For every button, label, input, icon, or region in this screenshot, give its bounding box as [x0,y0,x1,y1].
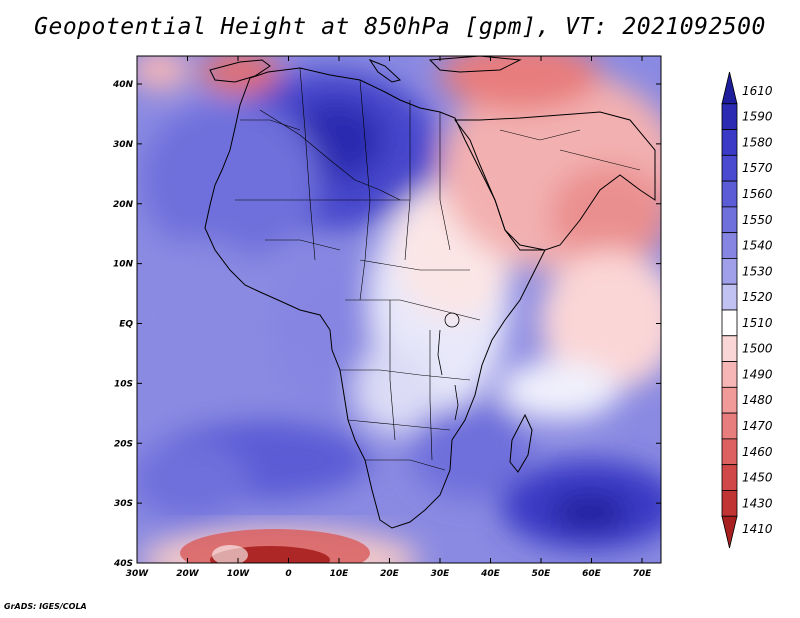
latitude-axis: 40N 30N 20N 10N EQ 10S 20S 30S 40S [112,80,661,569]
lon-tick-label: 20E [380,569,400,579]
colorbar-label: 1490 [742,367,773,381]
colorbar-swatch [721,335,738,362]
lat-tick-label: 10S [114,379,133,389]
lat-tick-label: 40N [112,80,134,90]
colorbar-swatch [721,232,738,259]
height-field [137,56,661,563]
colorbar-swatch [721,103,738,130]
map-frame [136,55,662,564]
colorbar-swatch [721,386,738,414]
colorbar: 1610 1590 1580 1570 1560 1550 1540 1530 1520 1510… [721,71,773,549]
colorbar-swatch [721,490,738,517]
colorbar-label: 1540 [742,239,773,253]
colorbar-swatch [721,206,738,234]
colorbar-label: 1500 [742,342,773,356]
colorbar-label: 1520 [742,290,773,304]
colorbar-label: 1450 [742,471,773,485]
lon-tick-label: 30E [431,569,451,579]
colorbar-swatch [721,464,738,491]
colorbar-label: 1460 [742,445,773,459]
colorbar-label: 1580 [742,135,773,149]
lat-tick-label: 30S [114,499,133,509]
lat-tick-label: 30N [113,140,134,150]
lon-tick-label: 70E [633,569,653,579]
colorbar-label: 1480 [742,393,773,407]
colorbar-label: 1610 [742,84,773,98]
colorbar-label: 1530 [742,264,773,278]
colorbar-swatch [721,180,738,208]
colorbar-label: 1510 [742,316,773,330]
lon-tick-label: 40E [480,569,501,579]
chart-title: Geopotential Height at 850hPa [gpm], VT:… [34,14,766,40]
lat-tick-label: 40S [113,559,133,569]
colorbar-label: 1570 [742,161,773,175]
grads-credit: GrADS: IGES/COLA [4,602,87,611]
colorbar-label: 1430 [742,496,773,510]
colorbar-label: 1470 [742,419,773,433]
colorbar-swatch [721,438,738,466]
lon-tick-label: 20W [176,569,200,579]
lon-tick-label: 50E [532,569,552,579]
country-borders [235,67,641,471]
lat-tick-label: 10N [113,260,134,270]
lon-tick-label: 10W [227,569,251,579]
lon-tick-label: 30W [126,569,150,579]
colorbar-swatch [721,154,738,182]
colorbar-swatch [721,258,738,285]
lon-tick-label: 10E [330,569,350,579]
lat-tick-label: EQ [119,320,133,330]
colorbar-swatch [721,515,738,549]
lat-tick-label: 20N [113,200,134,210]
colorbar-swatch [721,361,738,388]
colorbar-label: 1410 [742,522,773,536]
colorbar-swatch [721,71,738,105]
colorbar-label: 1590 [742,110,773,124]
colorbar-label: 1550 [742,213,773,227]
colorbar-swatch [721,283,738,311]
colorbar-swatch [721,412,738,440]
lon-tick-label: 60E [582,569,602,579]
colorbar-swatch [721,129,738,156]
longitude-axis: 30W 20W 10W 0 10E 20E 30E 40E 50E 60E 70E [126,56,652,579]
colorbar-swatch [721,309,738,337]
lon-tick-label: 0 [285,569,291,579]
lat-tick-label: 20S [114,439,133,449]
lakes [437,312,460,421]
colorbar-label: 1560 [742,187,773,201]
